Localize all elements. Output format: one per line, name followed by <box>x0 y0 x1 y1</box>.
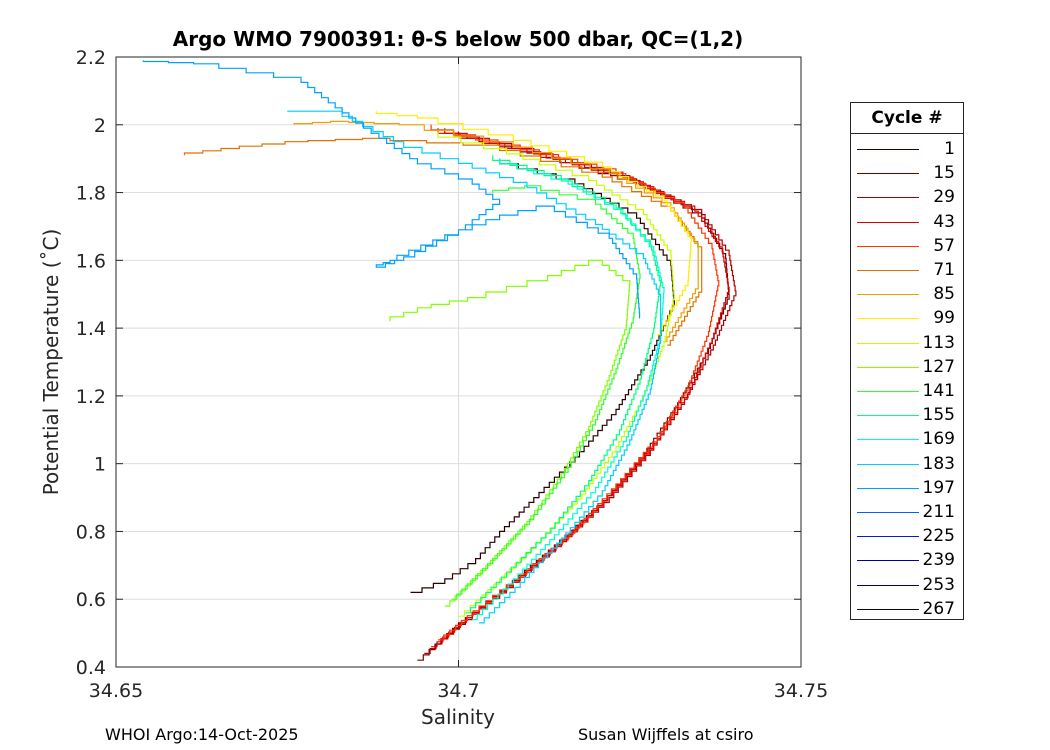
y-tick-label: 2.2 <box>76 47 106 69</box>
legend-swatch <box>857 463 919 465</box>
legend-entry: 15 <box>851 161 963 185</box>
footer-right: Susan Wijffels at csiro <box>578 725 754 744</box>
series-line-cycle-141 <box>451 185 641 600</box>
legend-entry: 127 <box>851 355 963 379</box>
legend-title: Cycle # <box>851 103 963 134</box>
legend-swatch <box>857 342 919 344</box>
legend-swatch <box>857 149 919 150</box>
footer-left: WHOI Argo:14-Oct-2025 <box>105 725 299 744</box>
legend-label: 99 <box>933 308 955 329</box>
series-line-cycle-155 <box>465 155 662 614</box>
y-axis-ticks: 0.4 0.6 0.8 1 1.2 1.4 1.6 1.8 2 2.2 <box>76 47 801 679</box>
legend-label: 253 <box>922 574 955 595</box>
legend-entry: 43 <box>851 210 963 234</box>
legend-entry: 211 <box>851 500 963 524</box>
legend-label: 57 <box>933 235 955 256</box>
series-line-cycle-169 <box>472 158 665 621</box>
legend-entry: 85 <box>851 282 963 306</box>
chart-title: Argo WMO 7900391: θ-S below 500 dbar, QC… <box>173 27 743 51</box>
legend-label: 225 <box>922 526 955 547</box>
legend-swatch <box>857 391 919 392</box>
legend-entry: 225 <box>851 524 963 548</box>
legend-label: 113 <box>922 332 955 353</box>
legend-label: 127 <box>922 356 955 377</box>
series-line-cycle-197 <box>142 60 641 319</box>
y-tick-label: 1.8 <box>76 183 106 205</box>
x-tick-label: 34.75 <box>774 680 828 702</box>
series-line-cycle-183 <box>287 110 662 624</box>
legend-swatch <box>857 294 919 296</box>
y-tick-label: 1.6 <box>76 250 106 272</box>
legend-swatch <box>857 608 919 610</box>
series-line-cycle-57 <box>430 124 720 641</box>
legend-swatch <box>857 560 919 562</box>
legend-label: 183 <box>922 453 955 474</box>
legend-swatch <box>857 584 919 586</box>
legend-label: 71 <box>933 260 955 280</box>
legend-swatch <box>857 415 919 417</box>
series-line-cycle-99 <box>375 111 692 336</box>
legend-label: 141 <box>922 381 955 401</box>
legend-entry: 141 <box>851 379 963 403</box>
legend-swatch <box>857 439 919 441</box>
legend-label: 1 <box>944 139 955 159</box>
y-tick-label: 1.4 <box>76 318 106 340</box>
legend-label: 15 <box>933 163 955 184</box>
legend-swatch <box>857 221 919 223</box>
legend-entry: 99 <box>851 306 963 330</box>
y-axis-label: Potential Temperature (˚C) <box>39 229 63 496</box>
legend-entry: 169 <box>851 427 963 451</box>
legend-entry: 113 <box>851 331 963 355</box>
x-axis-ticks: 34.65 34.7 34.75 <box>89 57 828 702</box>
legend-label: 197 <box>922 477 955 498</box>
legend-label: 169 <box>922 429 955 450</box>
legend-label: 239 <box>922 550 955 571</box>
legend-label: 85 <box>933 284 955 305</box>
series-line-cycle-43 <box>431 128 730 648</box>
legend-swatch <box>857 173 919 175</box>
y-tick-label: 0.6 <box>76 589 106 611</box>
series-line-cycle-127 <box>389 259 631 607</box>
y-tick-label: 1.2 <box>76 386 106 408</box>
legend-entry: 57 <box>851 234 963 258</box>
legend-entry: 267 <box>851 597 963 621</box>
legend-entry: 253 <box>851 573 963 597</box>
series-layer <box>142 60 737 661</box>
legend-swatch <box>857 318 919 320</box>
legend-entry: 155 <box>851 403 963 427</box>
y-tick-label: 2 <box>94 115 106 137</box>
legend-swatch <box>857 536 919 538</box>
y-tick-label: 0.8 <box>76 521 106 543</box>
x-tick-label: 34.7 <box>437 680 479 702</box>
legend-swatch <box>857 270 919 271</box>
legend-entry: 71 <box>851 258 963 282</box>
y-tick-label: 1 <box>94 454 106 476</box>
legend-label: 43 <box>933 211 955 232</box>
legend: Cycle # 1 15 29 43 57 71 85 99 113 127 141 155 169 18… <box>850 102 964 620</box>
legend-swatch <box>857 487 919 489</box>
legend-entry: 183 <box>851 452 963 476</box>
x-tick-label: 34.65 <box>89 680 143 702</box>
legend-entry: 1 <box>851 137 963 161</box>
legend-label: 267 <box>922 598 955 619</box>
series-line-cycle-113 <box>437 131 675 617</box>
legend-swatch <box>857 366 919 368</box>
legend-label: 155 <box>922 405 955 426</box>
grid-lines <box>116 57 801 667</box>
x-axis-label: Salinity <box>421 705 495 729</box>
legend-label: 211 <box>922 502 955 522</box>
legend-label: 29 <box>933 187 955 208</box>
y-tick-label: 0.4 <box>76 657 106 679</box>
legend-entry: 239 <box>851 548 963 572</box>
legend-entry: 29 <box>851 185 963 209</box>
legend-entry: 197 <box>851 476 963 500</box>
legend-swatch <box>857 245 919 247</box>
series-line-cycle-1 <box>410 158 675 593</box>
legend-swatch <box>857 197 919 199</box>
legend-swatch <box>857 512 919 513</box>
